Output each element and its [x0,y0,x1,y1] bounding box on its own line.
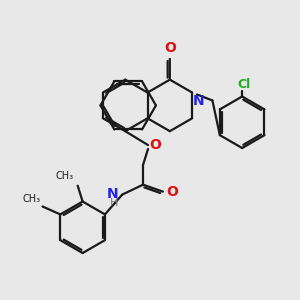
Text: O: O [166,184,178,199]
Text: N: N [193,94,205,107]
Text: Cl: Cl [238,78,251,91]
Text: H: H [110,199,118,208]
Text: O: O [149,138,161,152]
Text: N: N [107,187,118,201]
Text: CH₃: CH₃ [22,194,40,205]
Text: O: O [164,41,176,55]
Text: CH₃: CH₃ [56,171,74,181]
